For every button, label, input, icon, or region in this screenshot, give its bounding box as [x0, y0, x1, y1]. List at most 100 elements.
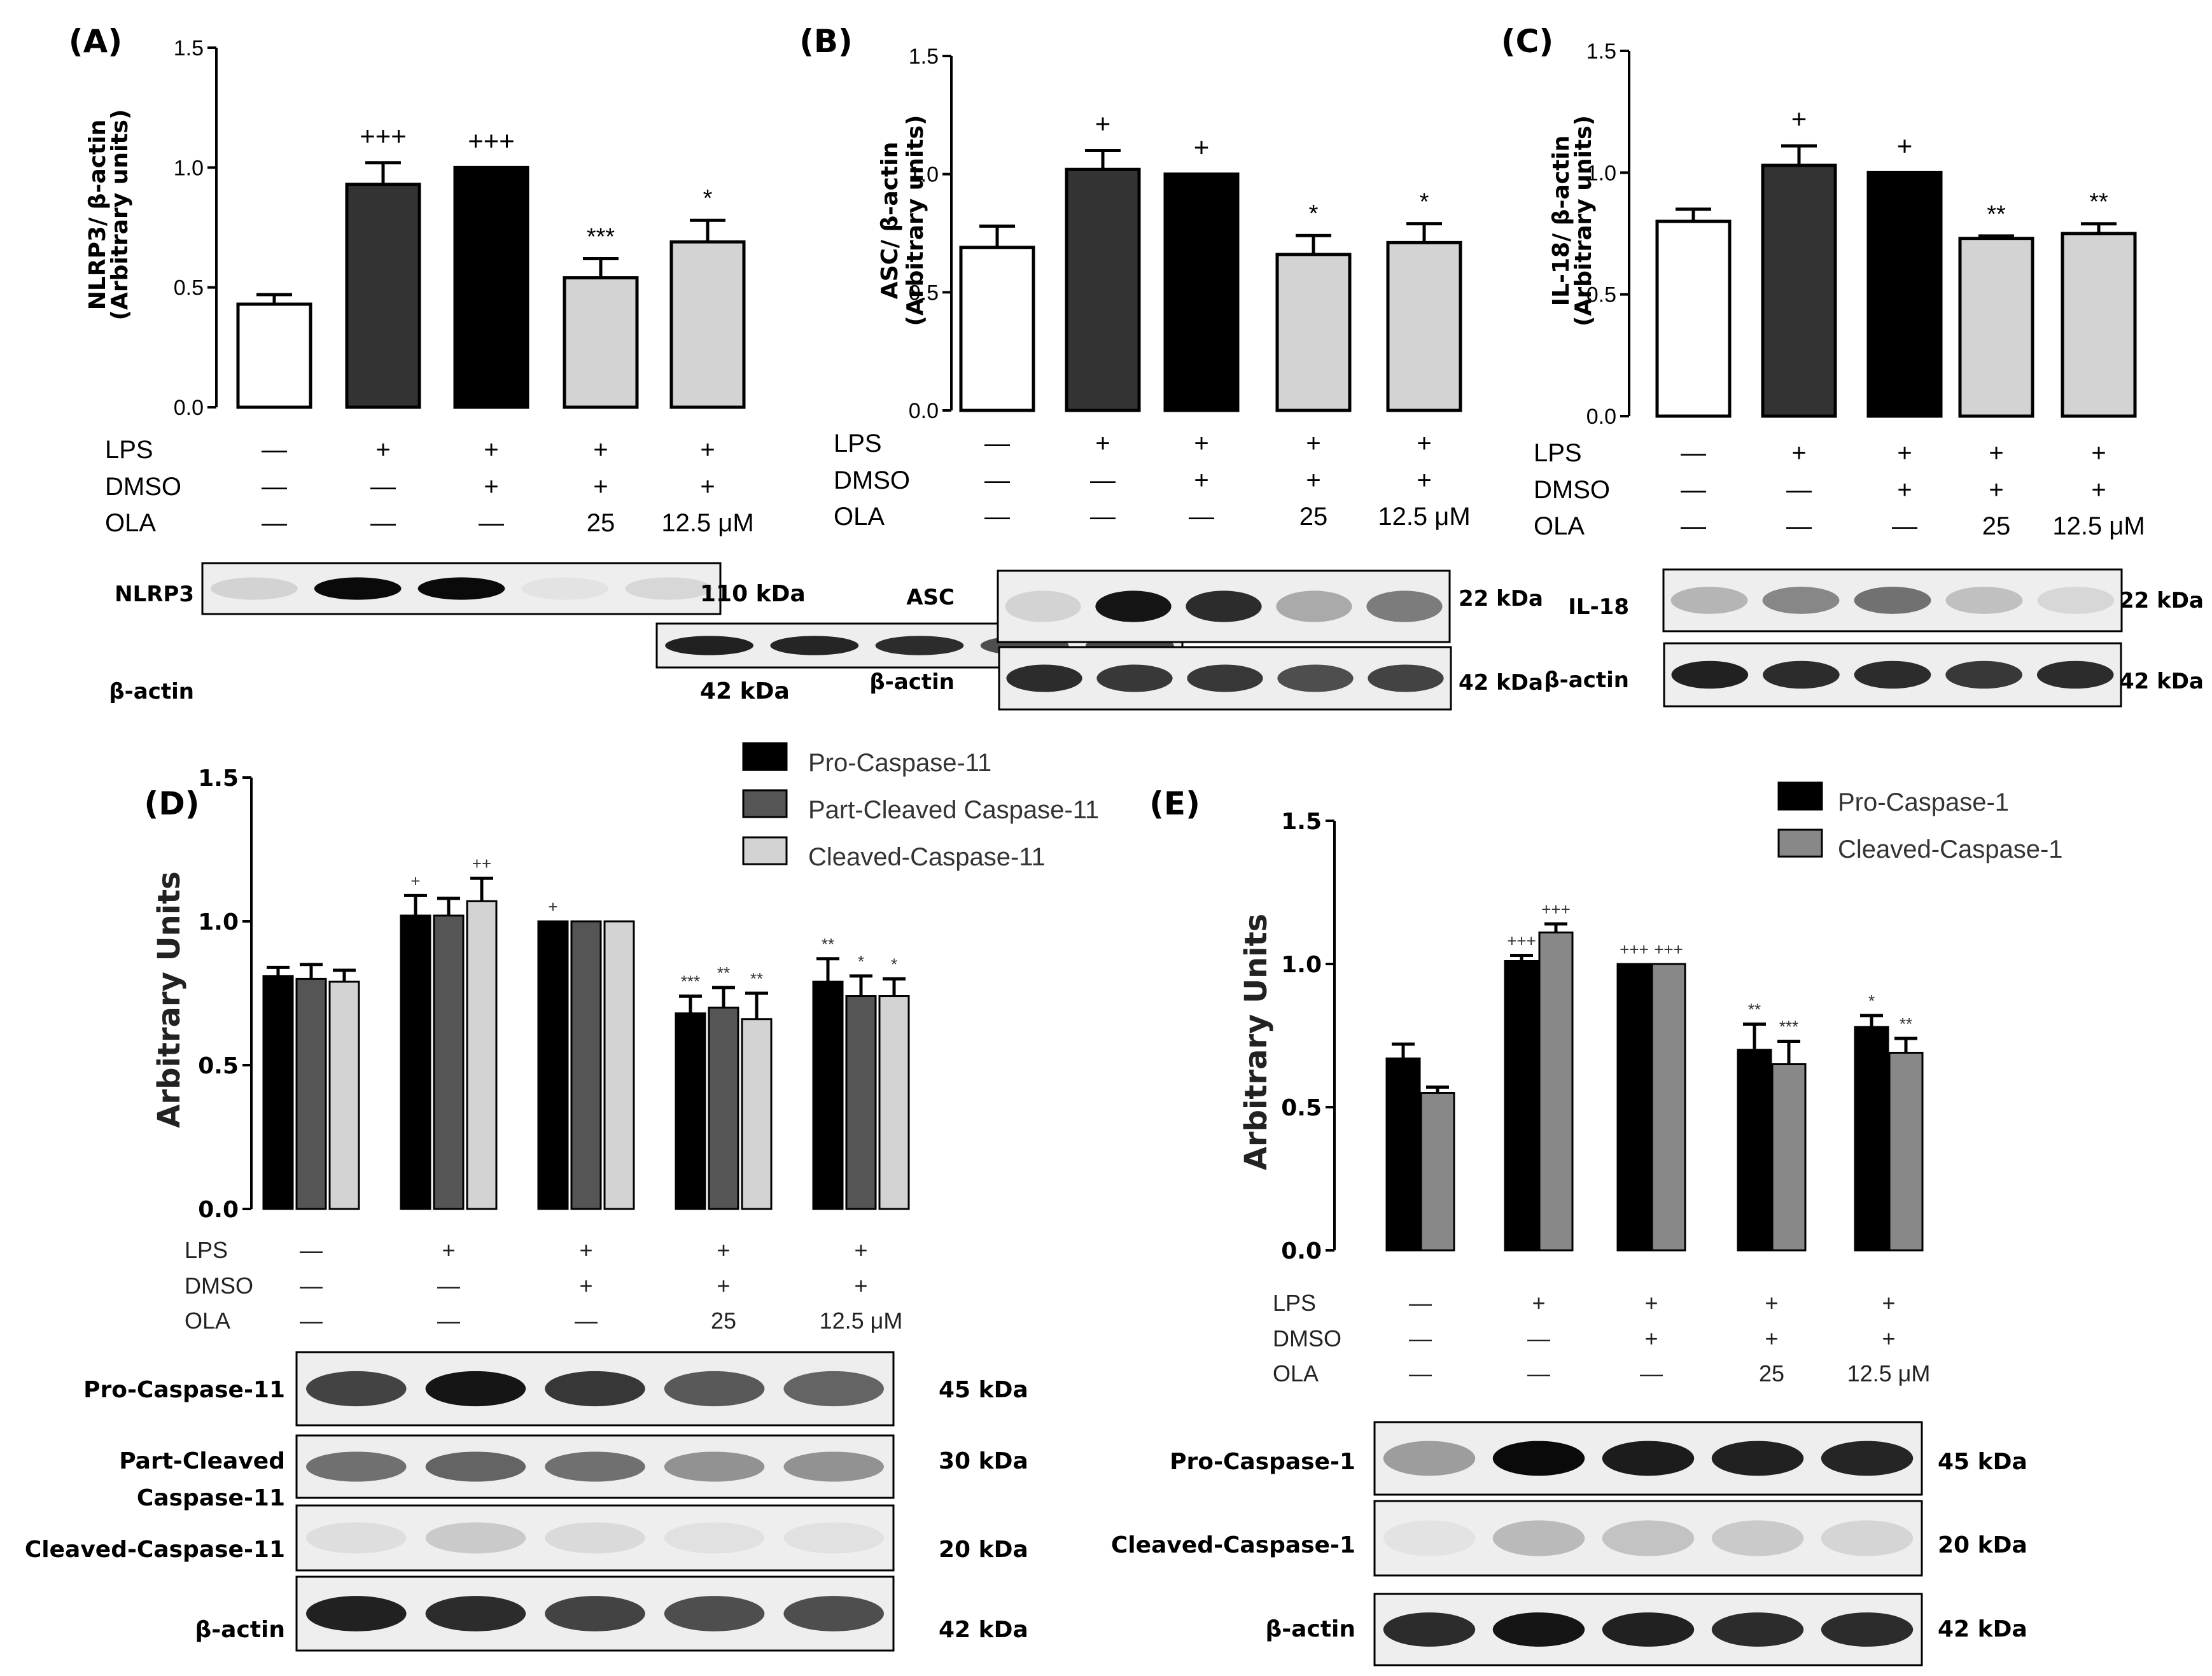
treatment-cell: + — [1989, 439, 2003, 467]
treatment-cell: — — [1786, 512, 1812, 540]
blot-band — [875, 636, 964, 655]
blot-band — [211, 577, 298, 600]
blot-band — [1762, 587, 1840, 614]
blot-band — [1277, 664, 1354, 692]
treatment-cell: — — [370, 509, 396, 537]
legend-label: Pro-Caspase-1 — [1838, 788, 2009, 816]
treatment-label-lps: LPS — [1273, 1290, 1316, 1316]
blot-band — [1711, 1612, 1804, 1647]
bar — [2061, 232, 2137, 418]
bar — [466, 900, 498, 1210]
y-axis-label: ASC/ β-actin — [877, 142, 903, 299]
bar — [669, 240, 746, 409]
y-tick-label: 0.0 — [198, 1197, 239, 1223]
treatment-cell: — — [1527, 1325, 1550, 1351]
panel-b: (B) 0.0 0.5 1.0 1.5 ASC/ β-actin (Arbitrary un… — [799, 23, 1543, 711]
treatment-cell: — — [1681, 439, 1706, 467]
bar — [328, 981, 360, 1210]
bar — [1737, 1049, 1772, 1252]
bar — [563, 276, 639, 409]
panel-tag: (B) — [799, 23, 853, 60]
blot-band — [1602, 1612, 1695, 1647]
legend-swatch — [742, 836, 788, 865]
significance-marker: * — [891, 954, 897, 974]
panel-tag: (A) — [69, 23, 122, 60]
bar — [400, 914, 431, 1210]
bar — [1761, 164, 1837, 418]
treatment-cell: 12.5 μM — [2052, 512, 2145, 540]
treatment-cell: 12.5 μM — [1847, 1360, 1931, 1386]
blot-band — [783, 1596, 884, 1631]
significance-marker: * — [1420, 189, 1429, 216]
treatment-cell: + — [854, 1273, 867, 1299]
treatment-cell: + — [1306, 429, 1320, 457]
treatment-cell: — — [300, 1308, 323, 1334]
treatment-label-dmso: DMSO — [834, 466, 910, 494]
legend-label: Cleaved-Caspase-11 — [808, 843, 1046, 871]
treatment-cell: 25 — [1759, 1360, 1784, 1386]
bar — [1888, 1052, 1924, 1252]
blot-band — [1602, 1441, 1695, 1476]
treatment-label-ola: OLA — [834, 503, 885, 531]
treatment-cell: + — [854, 1237, 867, 1263]
bar — [1616, 963, 1652, 1252]
bar — [537, 920, 569, 1210]
blot-band — [1492, 1441, 1585, 1476]
treatment-cell: — — [1681, 512, 1706, 540]
blot-label: Part-Cleaved Caspase-11 — [119, 1448, 285, 1511]
y-tick-label: 0.0 — [174, 396, 204, 420]
treatment-cell: — — [262, 473, 287, 501]
treatment-cell: + — [1306, 466, 1320, 494]
blot-band — [664, 1522, 765, 1554]
blot-kda: 20 kDa — [939, 1537, 1028, 1563]
bar — [708, 1007, 739, 1210]
blot-kda: 42 kDa — [1459, 670, 1543, 695]
treatment-cell: — — [1681, 476, 1706, 504]
treatment-cell: — — [1409, 1290, 1432, 1316]
significance-marker: ** — [1987, 201, 2006, 228]
treatment-cell: + — [1417, 429, 1431, 457]
significance-marker: +++ — [468, 125, 515, 155]
panel-tag: (E) — [1149, 785, 1200, 822]
bar — [959, 246, 1035, 412]
treatment-cell: 12.5 μM — [661, 509, 753, 537]
significance-marker: * — [858, 952, 864, 971]
treatment-cell: — — [1409, 1325, 1432, 1351]
treatment-cell: + — [1417, 466, 1431, 494]
blot-band — [306, 1371, 407, 1407]
treatment-cell: + — [700, 473, 715, 501]
significance-marker: *** — [681, 972, 700, 991]
y-tick-label: 1.5 — [174, 36, 204, 60]
blot-kda: 110 kDa — [700, 581, 806, 607]
panel-tag: (D) — [144, 785, 199, 822]
blot-band — [1821, 1612, 1914, 1647]
blot-label-line: Part-Cleaved — [119, 1448, 285, 1474]
treatment-cell: + — [375, 436, 390, 464]
bar — [1385, 1058, 1421, 1252]
treatment-label-dmso: DMSO — [1534, 476, 1610, 504]
treatment-cell: + — [579, 1237, 592, 1263]
significance-marker: ** — [717, 963, 730, 982]
significance-marker: +++ — [1541, 900, 1571, 919]
legend-swatch — [1777, 781, 1823, 811]
bar — [1504, 960, 1539, 1252]
significance-marker: + — [548, 897, 557, 916]
treatment-cell: + — [442, 1237, 455, 1263]
blot-band — [664, 1451, 765, 1482]
treatment-cell: 25 — [1299, 503, 1328, 531]
blot-band — [545, 1451, 645, 1482]
y-tick-label: 0.5 — [909, 281, 939, 305]
treatment-cell: + — [1897, 476, 1912, 504]
treatment-label-ola: OLA — [1273, 1360, 1319, 1386]
y-tick-label: 1.0 — [198, 909, 239, 935]
treatment-cell: 25 — [711, 1308, 736, 1334]
blot-band — [1492, 1520, 1585, 1556]
blot-band — [1492, 1612, 1585, 1647]
blot-band — [306, 1451, 407, 1482]
blot-kda: 30 kDa — [939, 1448, 1028, 1474]
y-tick-label: 1.5 — [1281, 809, 1322, 835]
treatment-cell: + — [593, 436, 608, 464]
blot-band — [1276, 590, 1352, 622]
bar — [1854, 1026, 1889, 1252]
